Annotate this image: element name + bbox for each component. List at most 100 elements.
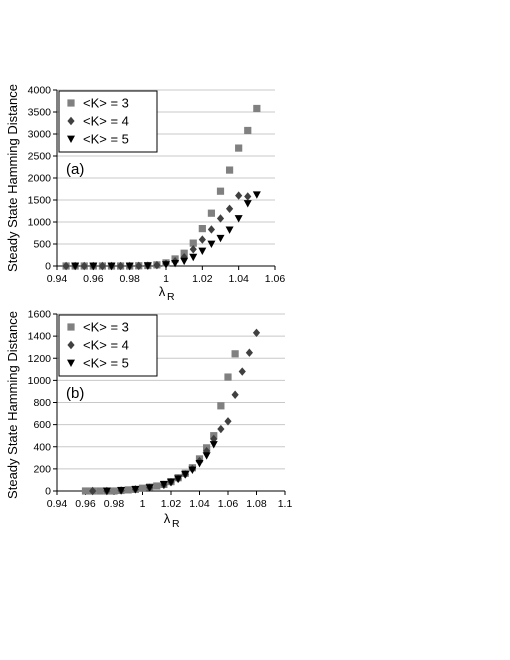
y-tick-label: 3000 [28, 129, 52, 141]
data-point [174, 475, 183, 483]
legend-marker [67, 323, 75, 331]
data-point [171, 259, 180, 268]
x-tick-label: 1.04 [228, 273, 249, 285]
data-point [110, 487, 118, 495]
x-axis-title: λ [159, 284, 166, 299]
chart-panel-2: 0 200 400 600 800 1000 1200 1400 1600 0.94 0.96 0.9… [5, 309, 292, 530]
legend-box [58, 314, 158, 377]
data-point [145, 484, 154, 492]
x-tick-label: 1.06 [265, 273, 286, 285]
legend-marker [67, 116, 75, 126]
legend-label: <K> = 3 [83, 320, 129, 335]
data-point [125, 262, 134, 270]
data-point [253, 104, 261, 113]
x-tick-label: 1.06 [218, 498, 239, 510]
x-tick-label: 1.08 [246, 498, 267, 510]
data-point [180, 257, 189, 266]
x-tick-label: 0.98 [119, 273, 140, 285]
y-tick-label: 1000 [28, 375, 52, 387]
y-tick-label: 1400 [28, 331, 52, 343]
legend-label: <K> = 3 [83, 96, 129, 111]
y-tick-label: 200 [33, 463, 51, 475]
y-axis-title: Steady State Hamming Distance [5, 311, 20, 499]
y-tick-label: 3500 [28, 107, 52, 119]
data-point [102, 487, 111, 495]
x-tick-label: 1.1 [278, 498, 293, 510]
data-point [153, 260, 161, 270]
data-point [124, 486, 132, 494]
data-point [116, 261, 125, 271]
data-point [198, 235, 206, 244]
data-point [195, 459, 204, 468]
data-point [244, 126, 252, 135]
data-point [153, 482, 161, 490]
panel-label: (b) [66, 385, 84, 402]
series-3 [71, 191, 261, 270]
x-tick-label: 1 [140, 498, 146, 510]
x-tick-label: 0.98 [104, 498, 125, 510]
legend-box [58, 90, 158, 153]
legend-marker [67, 135, 75, 143]
data-point [225, 166, 234, 174]
y-tick-label: 2000 [28, 173, 52, 185]
data-point [231, 350, 239, 358]
data-point [198, 225, 206, 233]
y-tick-label: 600 [33, 419, 51, 431]
data-point [198, 247, 207, 256]
data-point [89, 262, 98, 270]
data-point [225, 204, 234, 213]
data-point [159, 480, 168, 489]
x-tick-label: 1 [163, 273, 169, 285]
legend-label: <K> = 5 [83, 356, 129, 371]
legend-marker [67, 99, 75, 107]
data-point [238, 367, 246, 376]
legend-label: <K> = 5 [83, 132, 129, 147]
data-point [202, 452, 211, 460]
data-point [234, 215, 243, 223]
y-tick-label: 500 [33, 239, 51, 251]
y-tick-label: 400 [33, 441, 51, 453]
data-point [71, 262, 80, 270]
data-point [207, 225, 216, 234]
y-tick-label: 0 [45, 486, 51, 498]
data-point [235, 144, 243, 152]
data-point [217, 424, 225, 434]
x-tick-label: 0.94 [47, 498, 68, 510]
data-point [210, 434, 218, 444]
x-axis-title-subscript: R [167, 291, 175, 303]
y-tick-label: 800 [33, 397, 51, 409]
data-point [188, 466, 197, 474]
data-point [107, 262, 116, 270]
data-point [135, 261, 143, 271]
data-point [216, 187, 225, 195]
legend: <K> = 3 <K> = 4 <K> = 5 [58, 314, 158, 377]
data-point [138, 484, 147, 492]
chart-panel-1: 0 500 1000 1500 2000 2500 3000 3500 4000 0.94 0.96… [5, 84, 285, 303]
y-tick-label: 0 [45, 261, 51, 273]
data-point [80, 261, 88, 271]
data-point [96, 487, 104, 495]
data-point [162, 261, 170, 269]
data-point [189, 245, 197, 254]
data-point [252, 328, 261, 338]
series-2 [62, 191, 252, 271]
x-tick-label: 1.04 [189, 498, 210, 510]
data-point [117, 487, 126, 495]
data-point [216, 214, 225, 223]
data-point [98, 261, 107, 271]
data-point [235, 191, 243, 200]
legend: <K> = 3 <K> = 4 <K> = 5 [58, 90, 158, 153]
y-tick-label: 1600 [28, 309, 52, 321]
x-tick-label: 1.02 [161, 498, 182, 510]
data-point [252, 191, 261, 199]
legend-label: <K> = 4 [83, 114, 129, 129]
y-axis-title: Steady State Hamming Distance [5, 84, 20, 272]
data-point [189, 253, 198, 262]
data-point [189, 239, 197, 247]
data-point [217, 402, 225, 410]
panel-label: (a) [66, 161, 84, 178]
data-point [131, 485, 140, 494]
data-point [245, 348, 253, 357]
data-point [181, 471, 190, 479]
